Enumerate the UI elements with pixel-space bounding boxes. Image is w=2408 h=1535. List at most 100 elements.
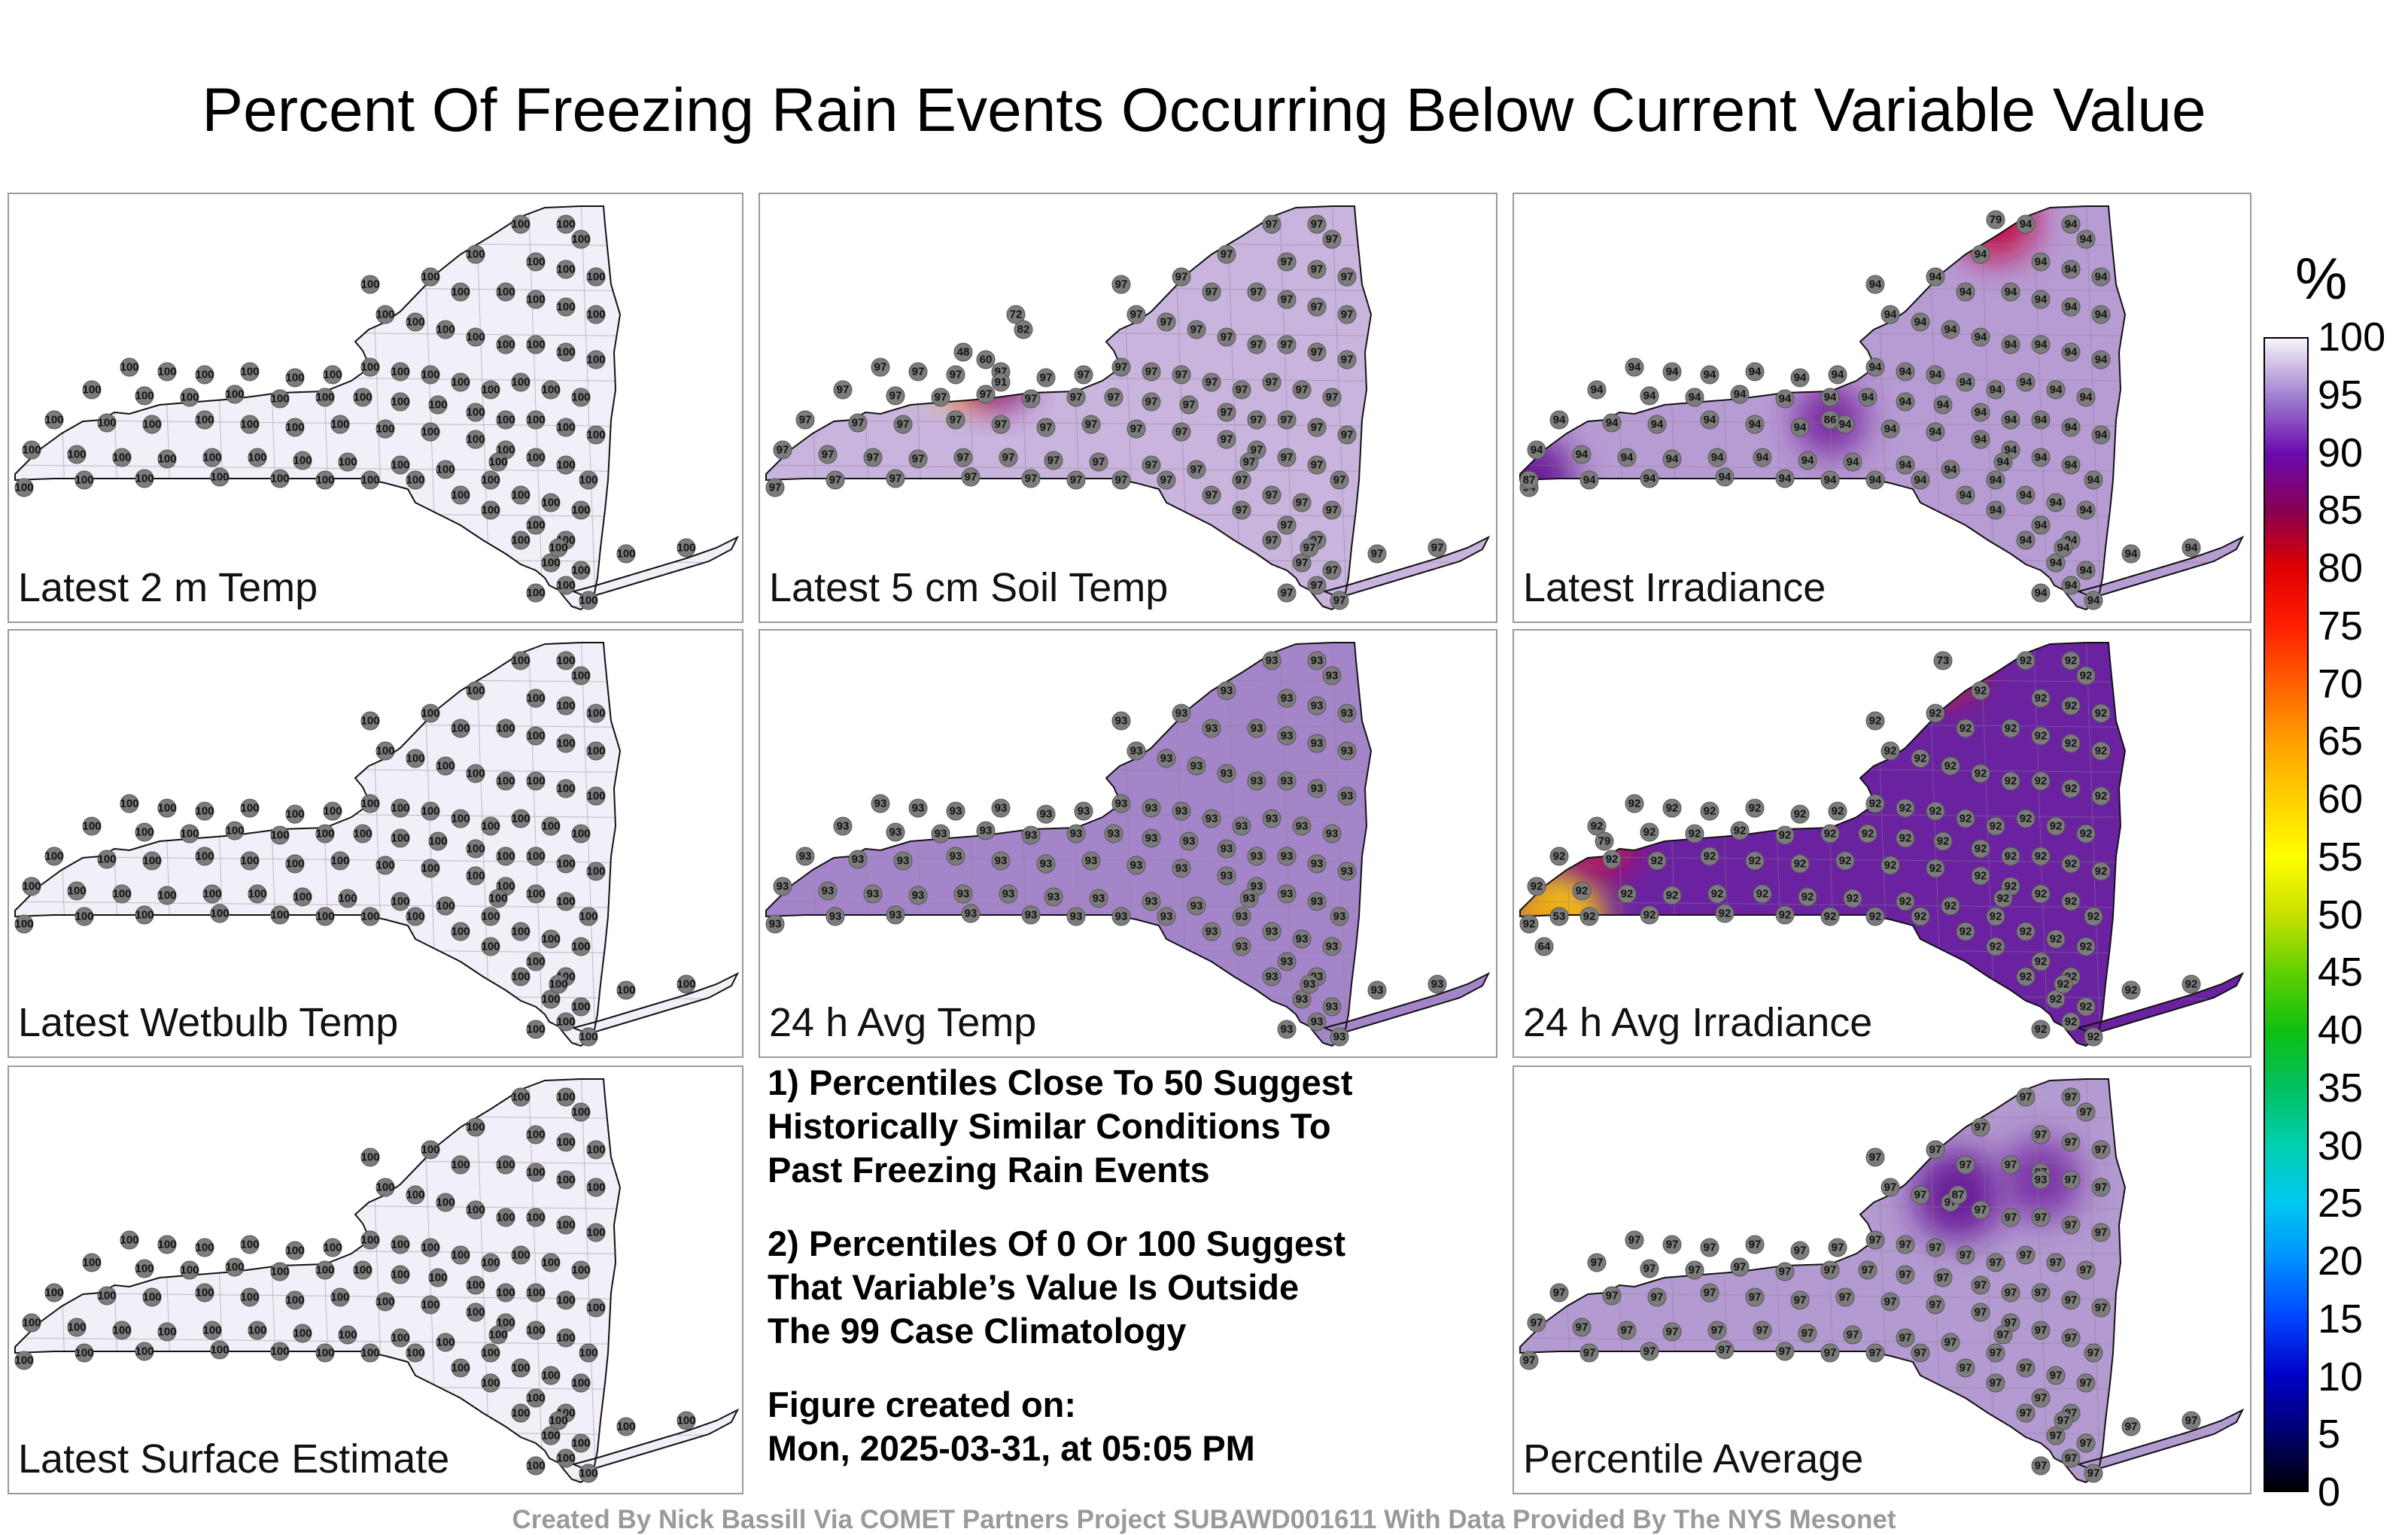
station-value: 92	[1997, 892, 2010, 905]
station-marker: 97	[1896, 1265, 1915, 1284]
station-dot	[14, 914, 34, 934]
station-marker: 92	[2016, 922, 2036, 941]
station-marker: 97	[1337, 267, 1357, 287]
station-value: 94	[2065, 346, 2078, 359]
station-value: 94	[1937, 399, 1950, 412]
station-value: 97	[1040, 372, 1053, 385]
station-value: 100	[496, 339, 515, 351]
station-marker: 100	[526, 1321, 546, 1340]
station-value: 100	[270, 1345, 289, 1358]
station-value: 94	[1689, 391, 1701, 404]
station-marker: 93	[1277, 771, 1297, 791]
station-dot	[1775, 389, 1795, 409]
station-dot	[2016, 967, 2036, 986]
station-value: 93	[1333, 1031, 1346, 1044]
station-dot	[1775, 825, 1795, 845]
station-marker: 93	[1232, 816, 1251, 836]
station-dot	[556, 892, 576, 911]
colorbar-tick: 45	[2318, 950, 2364, 995]
station-value: 100	[315, 1264, 334, 1277]
station-value: 93	[1243, 892, 1256, 905]
station-marker: 100	[571, 500, 591, 520]
station-marker: 94	[2091, 425, 2111, 445]
station-marker: 100	[180, 1260, 199, 1280]
station-dot	[556, 455, 576, 475]
station-marker: 100	[157, 449, 177, 469]
station-marker: 97	[1835, 1287, 1855, 1307]
station-marker: 97	[1217, 245, 1236, 264]
station-value: 100	[135, 1345, 154, 1358]
station-value: 100	[180, 828, 199, 840]
station-marker: 97	[1217, 327, 1236, 347]
station-dot	[1640, 469, 1659, 488]
station-marker: 97	[2031, 1208, 2051, 1227]
station-value: 94	[1869, 474, 1882, 487]
station-marker: 100	[496, 335, 515, 354]
station-marker: 100	[526, 290, 546, 309]
station-dot	[1986, 937, 2005, 956]
station-dot	[496, 719, 515, 738]
station-value: 97	[1145, 366, 1158, 378]
station-value: 100	[157, 1326, 176, 1339]
station-value: 97	[1689, 1264, 1701, 1277]
station-value: 100	[406, 474, 424, 487]
station-marker: 100	[97, 850, 117, 869]
station-value: 94	[1591, 384, 1604, 397]
station-marker: 100	[451, 485, 470, 505]
station-value: 97	[1311, 459, 1324, 472]
station-value: 92	[1666, 802, 1679, 815]
station-marker: 97	[1730, 1257, 1750, 1277]
station-marker: 93	[863, 884, 883, 904]
station-marker: 97	[1262, 485, 1282, 505]
station-dot	[22, 440, 41, 460]
station-marker: 97	[1247, 335, 1266, 354]
station-marker: 97	[1307, 576, 1327, 595]
station-value: 94	[1975, 406, 1987, 419]
county-line	[1520, 509, 2242, 518]
station-marker: 97	[1277, 448, 1297, 467]
station-marker: 92	[1828, 801, 1847, 821]
station-dot	[1640, 822, 1659, 842]
long-island-outline	[2075, 971, 2245, 1035]
station-marker: 100	[391, 392, 410, 412]
station-dot	[1956, 809, 1975, 828]
station-dot	[1971, 839, 1990, 859]
station-marker: 94	[1865, 275, 1885, 294]
station-dot	[1587, 1253, 1607, 1272]
station-value: 92	[1553, 850, 1566, 863]
station-marker: 97	[1986, 1373, 2005, 1393]
note-line: 1) Percentiles Close To 50 Suggest	[768, 1062, 1353, 1102]
station-marker: 100	[315, 907, 335, 926]
station-marker: 100	[421, 704, 440, 723]
station-marker: 97	[1277, 290, 1297, 309]
station-dot	[1534, 937, 1554, 956]
station-dot	[1202, 922, 1221, 941]
station-value: 97	[1206, 376, 1218, 389]
station-value: 100	[526, 1287, 545, 1299]
station-marker: 100	[22, 1313, 41, 1333]
station-value: 100	[511, 534, 530, 547]
station-marker: 94	[1956, 485, 1975, 505]
station-value: 94	[2095, 429, 2108, 442]
station-marker: 100	[466, 1200, 485, 1220]
station-dot	[1986, 1343, 2005, 1363]
station-value: 92	[1651, 855, 1664, 868]
colorbar-tick: 60	[2318, 777, 2364, 822]
station-marker: 94	[2181, 538, 2201, 558]
county-line	[1520, 239, 2242, 248]
station-marker: 92	[1911, 749, 1930, 768]
station-marker: 93	[1262, 809, 1282, 828]
station-dot	[1640, 386, 1659, 406]
station-dot	[2054, 974, 2073, 994]
hotspot-value: 48	[957, 346, 970, 359]
station-value: 94	[1719, 471, 1732, 484]
long-island-outline	[1321, 535, 1491, 599]
station-value: 100	[375, 859, 394, 872]
station-dot	[953, 448, 973, 467]
station-value: 100	[14, 918, 33, 931]
station-dot	[991, 851, 1011, 871]
station-marker: 100	[157, 362, 177, 381]
station-marker: 100	[571, 1102, 591, 1122]
station-marker: 94	[2031, 410, 2051, 430]
